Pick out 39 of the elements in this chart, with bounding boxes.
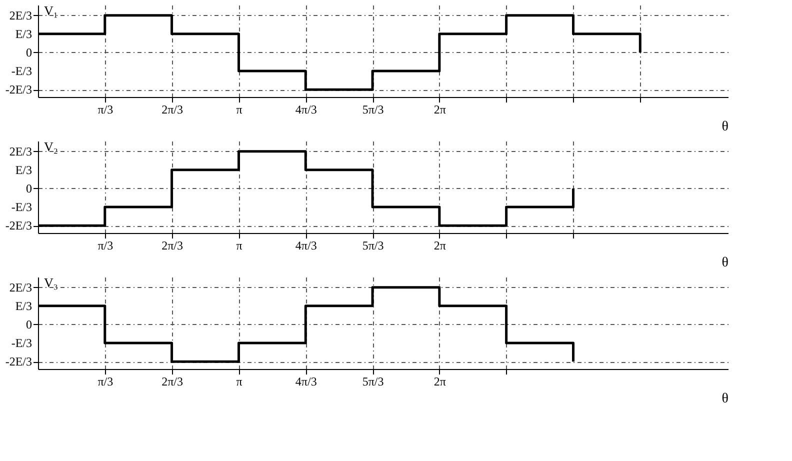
text: 2E/3 bbox=[9, 144, 32, 158]
y-axis-title: V₁ bbox=[44, 3, 58, 18]
x-axis-title: θ bbox=[722, 120, 729, 134]
x-tick-label: π/3 bbox=[98, 102, 114, 116]
x-tick-label: π/3 bbox=[98, 238, 114, 252]
x-tick-label: 5π/3 bbox=[362, 102, 384, 116]
text: E/3 bbox=[15, 26, 32, 41]
x-tick-label: 5π/3 bbox=[362, 238, 384, 252]
x-tick-label: π bbox=[236, 102, 242, 116]
y-axis-title: V₃ bbox=[44, 275, 58, 290]
x-tick-label: 2π bbox=[434, 102, 446, 116]
text: -E/3 bbox=[11, 64, 32, 78]
text: 0 bbox=[26, 317, 32, 332]
text: -E/3 bbox=[11, 336, 32, 350]
x-tick-label: 2π bbox=[434, 374, 446, 388]
x-tick-label: 2π/3 bbox=[162, 238, 183, 252]
x-axis-title: θ bbox=[722, 256, 729, 270]
x-tick-label: 4π/3 bbox=[295, 102, 317, 116]
x-axis-title: θ bbox=[722, 392, 729, 406]
x-tick-label: π/3 bbox=[98, 374, 114, 388]
x-tick-label: 2π bbox=[434, 238, 446, 252]
y-axis-title: V₂ bbox=[44, 139, 58, 154]
text: 0 bbox=[26, 181, 32, 196]
text: 2E/3 bbox=[9, 280, 32, 294]
text: -2E/3 bbox=[5, 354, 32, 369]
text: -2E/3 bbox=[5, 82, 32, 97]
text: 0 bbox=[26, 45, 32, 60]
x-tick-label: π bbox=[236, 374, 242, 388]
text: E/3 bbox=[15, 162, 32, 177]
x-tick-label: 5π/3 bbox=[362, 374, 384, 388]
text: 2E/3 bbox=[9, 8, 32, 22]
x-tick-label: 2π/3 bbox=[162, 102, 183, 116]
text: -E/3 bbox=[11, 200, 32, 214]
x-tick-label: 4π/3 bbox=[295, 374, 317, 388]
x-tick-label: 2π/3 bbox=[162, 374, 183, 388]
x-tick-label: 4π/3 bbox=[295, 238, 317, 252]
text: E/3 bbox=[15, 298, 32, 313]
text: -2E/3 bbox=[5, 218, 32, 233]
x-tick-label: π bbox=[236, 238, 242, 252]
